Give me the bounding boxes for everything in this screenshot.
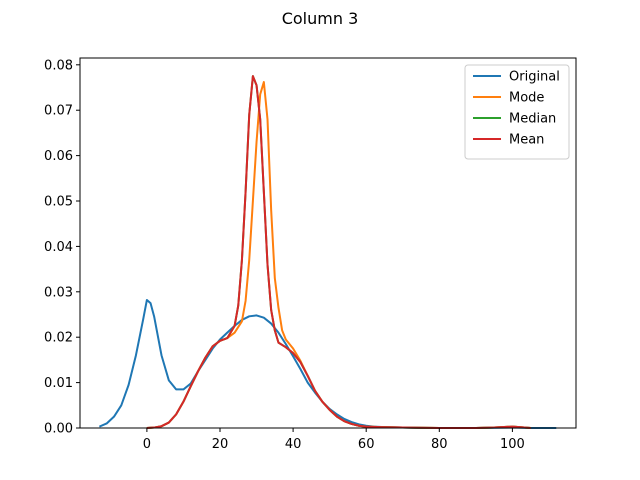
x-tick-label: 40 — [285, 437, 302, 452]
x-tick-label: 20 — [212, 437, 229, 452]
y-tick-label: 0.01 — [44, 376, 73, 391]
x-tick-label: 0 — [143, 437, 151, 452]
y-tick-label: 0.02 — [44, 331, 73, 346]
legend-label-mode: Mode — [509, 91, 544, 106]
x-tick-label: 100 — [500, 437, 525, 452]
legend-label-median: Median — [509, 112, 556, 127]
y-tick-label: 0.08 — [44, 58, 73, 73]
y-tick-label: 0.03 — [44, 285, 73, 300]
series-lines — [98, 75, 557, 429]
x-tick-label: 60 — [358, 437, 375, 452]
legend-label-original: Original — [509, 70, 560, 85]
legend-label-mean: Mean — [509, 133, 544, 148]
x-tick-label: 80 — [431, 437, 448, 452]
y-tick-label: 0.05 — [44, 195, 73, 210]
series-line-mean — [146, 75, 531, 429]
y-axis: 0.00 0.01 0.02 0.03 0.04 0.05 0.06 0.07 0.08 — [44, 58, 80, 437]
y-tick-label: 0.00 — [44, 422, 73, 437]
y-tick-label: 0.06 — [44, 149, 73, 164]
plot-frame — [79, 57, 577, 429]
legend: Original Mode Median Mean — [464, 64, 570, 160]
y-tick-label: 0.07 — [44, 104, 73, 119]
legend-box — [464, 64, 570, 160]
chart-title: Column 3 — [282, 9, 359, 28]
x-axis: 0 20 40 60 80 100 — [143, 428, 525, 452]
y-tick-label: 0.04 — [44, 240, 73, 255]
